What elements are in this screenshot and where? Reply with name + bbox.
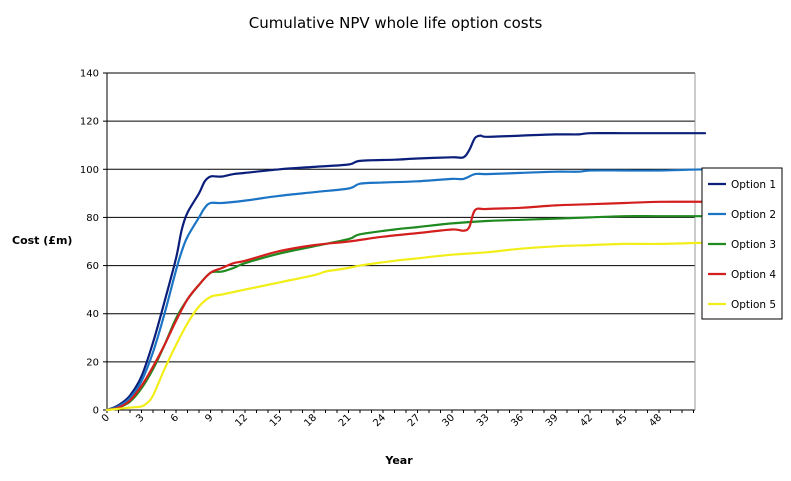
x-tick-label: 12 [233, 412, 250, 429]
series-line-option-1 [105, 132, 707, 412]
x-tick-label: 45 [613, 412, 630, 429]
y-tick-label: 40 [86, 309, 99, 320]
x-tick-label: 27 [406, 412, 423, 429]
x-tick-label: 0 [100, 412, 112, 424]
y-tick-label: 80 [86, 213, 99, 224]
x-tick-label: 18 [302, 412, 319, 429]
x-tick-labels: 0 3 6 9 12 15 18 21 24 27 30 33 36 39 42 45 48 [100, 412, 664, 429]
x-tick-label: 36 [509, 412, 526, 429]
axes [103, 72, 696, 413]
legend-label-option-2: Option 2 [731, 209, 776, 221]
legend-label-option-3: Option 3 [731, 239, 776, 251]
y-tick-label: 0 [93, 406, 99, 417]
x-tick-label: 48 [647, 412, 664, 429]
series-line-option-2 [105, 168, 707, 412]
x-tick-label: 42 [578, 412, 595, 429]
x-tick-label: 15 [268, 412, 285, 429]
y-tick-labels: 0 20 40 60 80 100 120 140 [80, 69, 99, 417]
y-tick-label: 120 [80, 117, 99, 128]
x-tick-label: 6 [169, 412, 181, 424]
legend-label-option-4: Option 4 [731, 269, 776, 281]
y-tick-label: 140 [80, 69, 99, 80]
x-axis-label: Year [384, 454, 413, 467]
series-line-option-4 [105, 200, 707, 412]
y-tick-label: 100 [80, 165, 99, 176]
x-tick-label: 33 [475, 412, 492, 429]
series-line-option-5 [105, 241, 707, 412]
x-tick-label: 30 [440, 412, 457, 429]
x-tick-label: 39 [544, 412, 561, 429]
chart-title: Cumulative NPV whole life option costs [248, 14, 543, 32]
y-axis-label: Cost (£m) [12, 234, 72, 247]
legend-label-option-5: Option 5 [731, 299, 776, 311]
y-tick-label: 60 [86, 261, 99, 272]
y-tick-label: 20 [86, 357, 99, 368]
x-tick-label: 9 [203, 412, 215, 424]
legend-label-option-1: Option 1 [731, 179, 776, 191]
legend: Option 1 Option 2 Option 3 Option 4 Option 5 [701, 167, 783, 320]
x-tick-label: 3 [134, 412, 146, 424]
series-lines [105, 132, 707, 412]
x-tick-label: 21 [337, 412, 354, 429]
x-tick-label: 24 [371, 412, 388, 429]
